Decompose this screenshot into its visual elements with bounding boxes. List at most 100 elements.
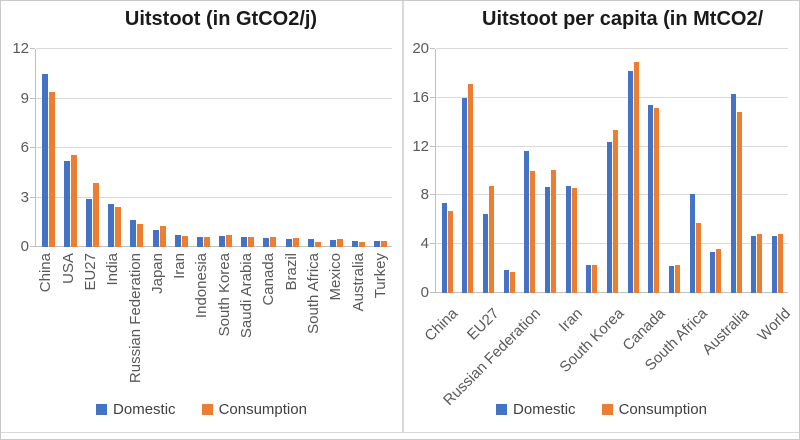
bar-group	[685, 49, 706, 293]
bar-group	[458, 49, 479, 293]
y-axis-tick-label: 16	[412, 88, 429, 106]
x-axis-label-cell: China	[35, 253, 57, 403]
y-axis-tickmark	[430, 48, 435, 49]
x-axis-label: Iran	[171, 253, 189, 279]
bar-consumption	[509, 272, 515, 293]
bar-group	[767, 49, 788, 293]
x-axis-line	[436, 292, 788, 293]
bar-group	[581, 49, 602, 293]
bar-group	[348, 49, 370, 247]
bar-domestic	[606, 141, 612, 293]
bar-consumption	[778, 234, 784, 293]
bar-group	[148, 49, 170, 247]
y-axis-tick-label: 12	[12, 40, 29, 57]
bar-group	[259, 49, 281, 247]
bar-group	[59, 49, 81, 247]
x-axis-label-cell: South Africa	[303, 253, 325, 403]
bar-consumption	[489, 185, 495, 293]
x-axis-label-cell: Australia	[347, 253, 369, 403]
bar-domestic	[41, 73, 48, 247]
x-axis-label: EU27	[464, 305, 503, 344]
bar-domestic	[648, 105, 654, 293]
x-axis-label: India	[104, 253, 122, 286]
x-axis-label-cell: Russian Federation	[124, 253, 146, 403]
bar-consumption	[674, 264, 680, 293]
x-axis-label: Russian Federation	[126, 253, 144, 384]
x-axis-line	[36, 246, 392, 247]
y-axis-tick-label: 12	[412, 137, 429, 155]
bar-group	[520, 49, 541, 293]
bar-consumption	[381, 241, 388, 247]
x-axis-label: Indonesia	[193, 253, 211, 319]
bar-consumption	[337, 239, 344, 247]
y-axis-tickmark	[430, 145, 435, 147]
bar-consumption	[695, 223, 701, 293]
y-axis-tickmark	[430, 194, 435, 196]
gridline	[36, 196, 392, 198]
x-axis-label-cell: EU27	[80, 253, 102, 403]
bar-group	[104, 49, 126, 247]
bar-group	[437, 49, 458, 293]
bar-domestic	[462, 97, 468, 293]
plot-area: 0 4 8 12 16 20	[412, 40, 788, 301]
bar-domestic	[441, 202, 447, 293]
bar-domestic	[108, 204, 115, 247]
y-axis-tickmark	[30, 48, 35, 49]
bar-consumption	[757, 234, 763, 293]
x-axis-labels: China USA EU27 India Russian Federation Japan…	[35, 253, 392, 403]
legend-item-domestic: Domestic	[496, 401, 576, 418]
y-axis-tickmark	[30, 196, 35, 198]
y-axis-tick-label: 9	[20, 89, 29, 107]
bar-group	[602, 49, 623, 293]
legend-item-consumption: Consumption	[201, 401, 307, 418]
chart-title: Uitstoot per capita (in MtCO2/	[482, 8, 764, 30]
bar-group	[623, 49, 644, 293]
bar-consumption	[447, 211, 453, 293]
gridline	[36, 147, 392, 148]
bar-consumption	[159, 226, 166, 247]
y-axis-tick-label: 8	[420, 186, 429, 204]
bar-consumption	[181, 235, 188, 247]
x-axis-label-cell: South Korea	[214, 253, 236, 403]
bar-consumption	[633, 62, 639, 293]
legend-label: Domestic	[113, 401, 176, 418]
y-axis-tickmark	[430, 292, 435, 293]
legend-label: Consumption	[618, 401, 707, 418]
bar-domestic	[710, 251, 716, 293]
legend-label: Domestic	[513, 401, 576, 418]
bar-consumption	[92, 182, 99, 247]
bar-consumption	[736, 112, 742, 293]
y-axis-tickmark	[430, 243, 435, 245]
x-axis-label: Japan	[148, 253, 166, 294]
bar-domestic	[219, 236, 226, 247]
y-axis-tickmark	[30, 97, 35, 99]
bar-group	[747, 49, 768, 293]
bar-consumption	[270, 237, 277, 247]
bar-group	[561, 49, 582, 293]
y-axis-tick-label: 3	[20, 188, 29, 206]
bar-domestic	[772, 235, 778, 293]
legend-label: Consumption	[218, 401, 307, 418]
chart-title: Uitstoot (in GtCO2/j)	[124, 8, 318, 30]
bar-group	[303, 49, 325, 247]
x-axis-label: China	[37, 253, 55, 293]
x-axis-label: Saudi Arabia	[238, 253, 256, 339]
y-axis-tick-label: 0	[420, 284, 429, 301]
x-axis-label: Iran	[555, 305, 586, 336]
bar-consumption	[592, 264, 598, 293]
x-axis-label-cell: Japan	[147, 253, 169, 403]
bar-domestic	[483, 213, 489, 293]
bar-consumption	[248, 236, 255, 247]
panel-divider	[402, 1, 404, 432]
bar-domestic	[174, 235, 181, 247]
y-axis-tick-label: 20	[412, 40, 429, 57]
x-axis-label-cell: Brazil	[280, 253, 302, 403]
bar-consumption	[226, 235, 233, 247]
bar-group	[81, 49, 103, 247]
bar-domestic	[330, 239, 337, 247]
bar-domestic	[545, 186, 551, 293]
x-axis-label-cell: Turkey	[370, 253, 392, 403]
chart-total-emissions: Uitstoot (in GtCO2/j) 0 3 6 9 12 China USA EU2…	[1, 1, 402, 432]
legend: Domestic Consumption	[404, 401, 799, 418]
